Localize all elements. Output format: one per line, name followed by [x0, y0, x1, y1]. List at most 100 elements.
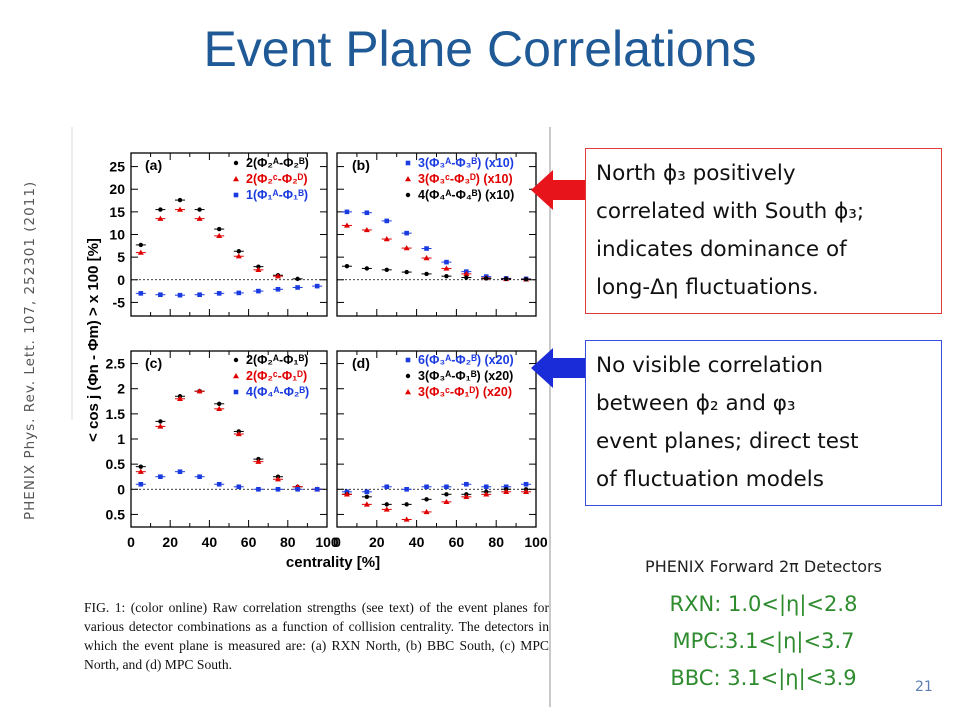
data-point [255, 266, 262, 273]
panel-label: (a) [145, 157, 162, 173]
y-tick-label: 1 [117, 431, 125, 447]
data-point [484, 276, 489, 281]
y-tick-label: -5 [113, 294, 126, 310]
x-tick-label: 80 [280, 534, 296, 550]
figure-background [72, 127, 550, 707]
x-tick-label: 80 [488, 534, 504, 550]
data-point [364, 210, 370, 216]
x-tick-label: 60 [449, 534, 465, 550]
data-point [444, 273, 449, 279]
data-point [523, 481, 529, 487]
callout-top: North ϕ₃ positively correlated with Sout… [585, 148, 942, 314]
data-point [217, 401, 222, 406]
y-tick-label: 2 [117, 381, 125, 397]
legend-marker [405, 373, 411, 379]
data-point [363, 226, 370, 233]
legend-marker [405, 357, 411, 363]
data-point [216, 232, 223, 239]
legend-marker [405, 160, 411, 166]
legend-label: 4(Φ₄ᴬ-Φ₂ᴮ) [246, 385, 309, 399]
data-point [403, 516, 410, 522]
legend-label: 1(Φ₁ᴬ-Φ₁ᴮ) [246, 188, 308, 202]
data-point [314, 283, 320, 289]
data-point [363, 501, 370, 507]
y-tick-label: 5 [117, 249, 125, 265]
legend-marker [233, 373, 239, 379]
data-point [158, 474, 163, 480]
data-point [384, 267, 389, 273]
data-point [197, 474, 202, 480]
data-point [383, 506, 390, 512]
callout-bottom: No visible correlation between ϕ₂ and φ₃… [585, 340, 942, 506]
legend-label: 4(Φ₄ᴬ-Φ₄ᴮ) (x10) [418, 188, 514, 202]
x-tick-label: 60 [241, 534, 257, 550]
data-point [523, 277, 529, 282]
data-point [343, 491, 350, 497]
data-point [197, 292, 202, 298]
legend-label: 2(Φ₂ᶜ-Φ₁ᴰ) [246, 369, 307, 383]
callout-top-line: North ϕ₃ positively [596, 161, 796, 186]
data-point [177, 292, 183, 298]
data-point [464, 481, 469, 487]
x-tick-label: 20 [369, 534, 385, 550]
data-point [295, 285, 300, 290]
data-point [216, 481, 222, 487]
x-tick-label: 40 [409, 534, 425, 550]
legend-marker [405, 389, 411, 395]
data-point [138, 464, 143, 469]
detector-range-mpc: MPC:3.1<|η|<3.7 [672, 629, 855, 653]
data-point [196, 388, 203, 394]
x-tick-label: 100 [524, 534, 548, 550]
y-axis-title: < cos j (Φn - Φm) > x 100 [%] [85, 238, 102, 442]
y-tick-label: 2.5 [106, 356, 126, 372]
x-tick-label: 20 [162, 534, 178, 550]
data-point [444, 492, 449, 497]
data-point [424, 271, 429, 277]
x-tick-label: 0 [127, 534, 135, 550]
data-point [404, 502, 409, 507]
legend-label: 2(Φ₂ᴬ-Φ₂ᴮ) [246, 156, 309, 170]
data-point [384, 502, 389, 507]
data-point [463, 493, 470, 500]
slide-title: Event Plane Correlations [203, 21, 757, 77]
y-tick-label: 0.5 [106, 456, 126, 472]
detector-range-bbc: BBC: 3.1<|η|<3.9 [670, 666, 857, 690]
data-point [344, 263, 350, 269]
data-point [196, 215, 203, 221]
data-point [157, 215, 164, 221]
data-point [404, 269, 409, 275]
data-point [158, 207, 163, 212]
data-point [364, 489, 370, 495]
callout-top-line: correlated with South ϕ₃; [596, 199, 865, 224]
data-point [343, 222, 350, 228]
y-tick-label: 25 [109, 159, 125, 175]
legend-marker [233, 176, 239, 182]
legend-marker [405, 192, 411, 198]
x-axis-title: centrality [%] [286, 554, 380, 571]
data-point [158, 419, 163, 424]
legend-marker [233, 192, 239, 198]
data-point [444, 484, 449, 490]
callout-bottom-line: between ϕ₂ and φ₃ [596, 391, 796, 416]
data-point [424, 497, 429, 502]
data-point [236, 484, 242, 490]
data-point [424, 246, 429, 251]
legend-label: 3(Φ₃ᴬ-Φ₁ᴮ) (x20) [418, 369, 513, 383]
data-point [443, 498, 450, 505]
y-tick-label: 1.5 [106, 406, 126, 422]
x-tick-label: 100 [315, 534, 339, 550]
data-point [177, 197, 183, 203]
page-number: 21 [915, 679, 933, 695]
data-point [344, 209, 350, 215]
data-point [423, 508, 430, 515]
data-point [443, 265, 450, 271]
data-point [384, 218, 390, 224]
callout-bottom-line: of fluctuation models [596, 467, 824, 492]
data-point [177, 395, 183, 401]
data-point [236, 249, 241, 254]
data-point [235, 253, 242, 259]
data-point [138, 291, 144, 296]
data-point [424, 484, 429, 490]
data-point [138, 242, 143, 248]
